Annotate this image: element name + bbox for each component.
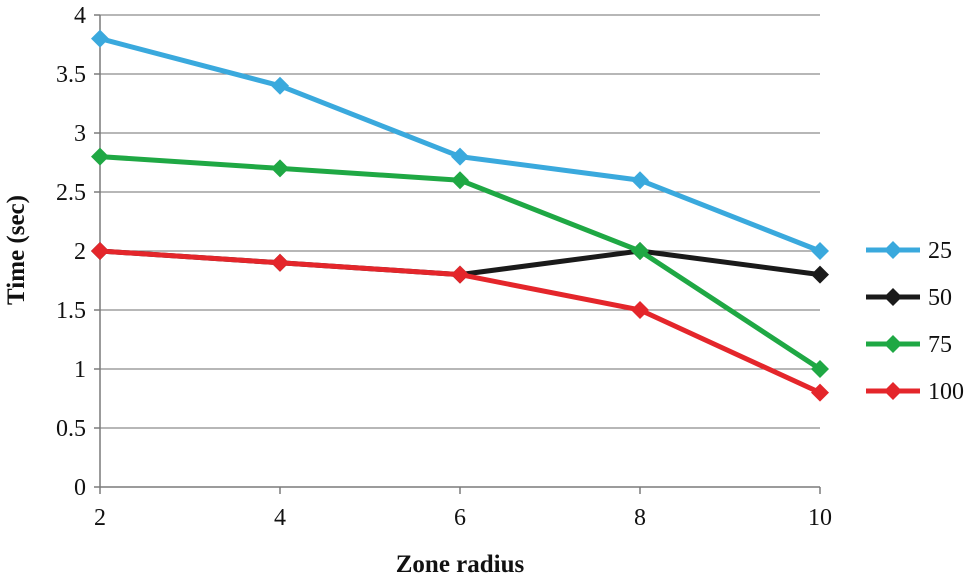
x-tick-label: 4 <box>274 505 286 531</box>
legend: 25 50 75 100 <box>866 238 964 405</box>
legend-swatch-marker <box>884 382 902 400</box>
legend-label: 25 <box>928 238 952 264</box>
x-axis-title: Zone radius <box>396 551 525 578</box>
data-point-marker <box>631 171 649 190</box>
legend-label: 50 <box>928 285 952 311</box>
grid-lines <box>100 14 820 429</box>
y-tick-label: 1 <box>74 357 86 383</box>
data-point-marker <box>451 265 469 284</box>
data-point-marker <box>91 29 109 48</box>
data-point-marker <box>811 383 829 402</box>
y-tick-label: 2 <box>74 239 86 265</box>
y-tick-label: 0 <box>74 475 86 501</box>
y-tick-label: 3 <box>74 121 86 147</box>
y-tick-label: 4 <box>74 3 86 29</box>
series-25 <box>91 29 829 260</box>
data-point-marker <box>811 360 829 378</box>
series-lines <box>91 29 829 402</box>
y-tick-label: 2.5 <box>56 180 86 206</box>
y-axis-title: Time (sec) <box>3 195 30 305</box>
x-tick-label: 8 <box>634 505 646 531</box>
series-line <box>99 36 821 254</box>
series-75 <box>91 147 829 378</box>
data-point-marker <box>91 242 109 260</box>
y-tick-label: 1.5 <box>56 298 86 324</box>
data-point-marker <box>631 301 649 319</box>
data-point-marker <box>811 265 829 284</box>
series-100 <box>91 242 829 402</box>
y-tick-label: 0.5 <box>56 416 86 442</box>
x-tick-label: 2 <box>94 505 106 531</box>
data-point-marker <box>451 171 469 190</box>
legend-item: 100 <box>866 379 964 405</box>
axes: 0 0.5 1 1.5 2 2.5 3 3.5 4 2 4 6 8 10 <box>56 3 832 531</box>
data-point-marker <box>271 159 289 178</box>
legend-item: 25 <box>866 238 952 264</box>
legend-item: 50 <box>866 285 952 311</box>
x-tick-label: 10 <box>808 505 832 531</box>
legend-label: 100 <box>928 379 964 405</box>
x-tick-label: 6 <box>454 505 466 531</box>
data-point-marker <box>91 147 109 166</box>
legend-swatch-marker <box>884 288 902 306</box>
data-point-marker <box>631 242 649 260</box>
y-tick-label: 3.5 <box>56 62 86 88</box>
data-point-marker <box>451 147 469 166</box>
legend-swatch-marker <box>884 335 902 353</box>
legend-swatch-marker <box>884 241 902 259</box>
legend-item: 75 <box>866 332 952 358</box>
data-point-marker <box>811 242 829 260</box>
data-point-marker <box>271 253 289 272</box>
data-point-marker <box>271 76 289 95</box>
legend-label: 75 <box>928 332 952 358</box>
